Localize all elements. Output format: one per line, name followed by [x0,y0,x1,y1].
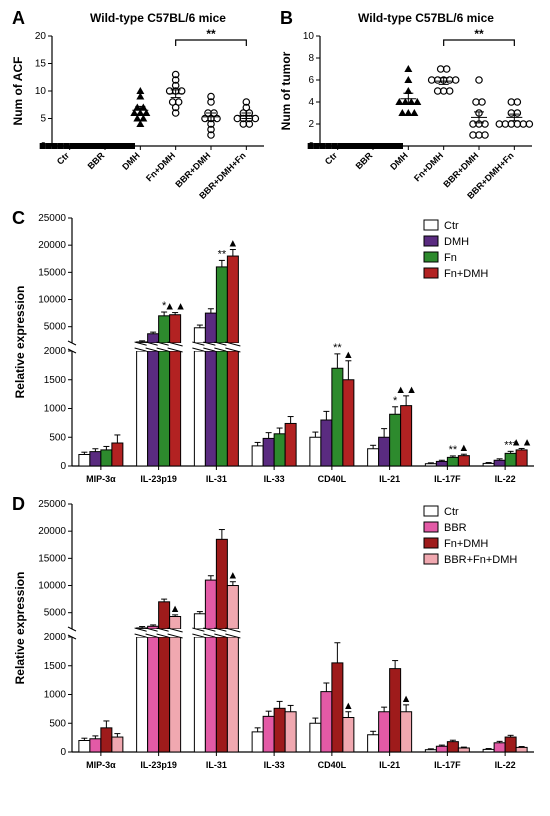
svg-text:**: ** [333,342,342,354]
svg-text:5000: 5000 [44,608,67,619]
svg-text:8: 8 [308,53,314,64]
panel-letter-c: C [12,208,25,229]
svg-text:2000: 2000 [44,346,67,357]
svg-text:▲: ▲ [170,603,181,615]
svg-text:▲▲: ▲▲ [511,436,533,448]
svg-text:500: 500 [49,718,66,729]
svg-text:1500: 1500 [44,661,67,672]
svg-text:Ctr: Ctr [55,150,72,167]
svg-text:**: ** [474,27,484,41]
panel-b: B Wild-type C57BL/6 mice0246810Num of tu… [276,8,542,204]
svg-text:10000: 10000 [38,581,66,592]
svg-text:25000: 25000 [38,213,66,224]
svg-text:IL-31: IL-31 [206,474,227,484]
svg-text:▲: ▲ [227,570,238,582]
svg-text:1500: 1500 [44,375,67,386]
svg-text:IL-22: IL-22 [495,760,516,770]
svg-text:IL-23p19: IL-23p19 [140,760,177,770]
svg-text:IL-33: IL-33 [264,474,285,484]
svg-text:Wild-type C57BL/6 mice: Wild-type C57BL/6 mice [358,11,494,25]
figure: A Wild-type C57BL/6 mice05101520Num of A… [0,0,550,780]
svg-text:20000: 20000 [38,526,66,537]
svg-text:20: 20 [35,31,47,42]
svg-text:**: ** [206,27,216,41]
panel-d: D 0 500 1000 1500 2000 5000 10000 15000 20000 250… [8,494,542,776]
svg-text:2: 2 [308,119,314,130]
svg-text:BBR: BBR [354,150,375,171]
svg-text:Fn+DMH: Fn+DMH [412,150,445,183]
svg-text:DMH: DMH [388,150,410,172]
svg-text:Relative expression: Relative expression [13,572,27,685]
svg-text:Fn: Fn [444,252,457,264]
svg-text:15000: 15000 [38,267,66,278]
svg-text:*: * [393,395,398,407]
svg-text:20000: 20000 [38,240,66,251]
svg-text:▲: ▲ [343,349,354,361]
svg-text:IL-17F: IL-17F [434,474,461,484]
svg-text:1000: 1000 [44,404,67,415]
svg-text:CD40L: CD40L [318,474,347,484]
svg-text:IL-21: IL-21 [379,474,400,484]
svg-text:BBR: BBR [444,522,467,534]
svg-text:IL-21: IL-21 [379,760,400,770]
svg-text:▲: ▲ [227,238,238,250]
svg-text:CD40L: CD40L [318,760,347,770]
svg-text:10000: 10000 [38,295,66,306]
svg-text:DMH: DMH [120,150,142,172]
svg-text:▲: ▲ [401,693,412,705]
svg-text:Ctr: Ctr [444,506,459,518]
svg-text:0: 0 [60,461,66,472]
svg-text:▲▲: ▲▲ [395,384,417,396]
svg-text:15: 15 [35,59,47,70]
svg-text:500: 500 [49,432,66,443]
svg-text:10: 10 [303,31,315,42]
svg-text:BBR: BBR [86,150,107,171]
svg-text:Ctr: Ctr [323,150,340,167]
svg-text:BBR+Fn+DMH: BBR+Fn+DMH [444,554,517,566]
svg-text:Wild-type C57BL/6 mice: Wild-type C57BL/6 mice [90,11,226,25]
svg-text:Num of tumor: Num of tumor [279,51,293,130]
svg-text:2000: 2000 [44,632,67,643]
svg-text:IL-22: IL-22 [495,474,516,484]
panel-letter-d: D [12,494,25,515]
svg-text:4: 4 [308,97,314,108]
svg-text:DMH: DMH [444,236,469,248]
svg-text:Fn+DMH: Fn+DMH [444,538,488,550]
svg-text:MIP-3α: MIP-3α [86,760,116,770]
panel-c: C 0 500 1000 1500 2000 5000 10000 15000 20000 250… [8,208,542,490]
svg-text:IL-17F: IL-17F [434,760,461,770]
svg-text:IL-31: IL-31 [206,760,227,770]
panel-letter-a: A [12,8,25,29]
svg-text:0: 0 [60,747,66,758]
svg-text:15000: 15000 [38,553,66,564]
svg-text:▲: ▲ [343,700,354,712]
svg-text:MIP-3α: MIP-3α [86,474,116,484]
svg-text:6: 6 [308,75,314,86]
svg-text:**: ** [449,444,458,456]
svg-text:Num of ACF: Num of ACF [11,57,25,126]
panel-letter-b: B [280,8,293,29]
svg-text:Fn+DMH: Fn+DMH [444,268,488,280]
panel-a: A Wild-type C57BL/6 mice05101520Num of A… [8,8,274,204]
svg-text:▲▲: ▲▲ [164,301,186,313]
svg-text:5000: 5000 [44,322,67,333]
svg-text:IL-23p19: IL-23p19 [140,474,177,484]
svg-text:Ctr: Ctr [444,220,459,232]
svg-text:**: ** [218,248,227,260]
svg-text:IL-33: IL-33 [264,760,285,770]
svg-text:1000: 1000 [44,690,67,701]
svg-text:25000: 25000 [38,499,66,510]
svg-text:Relative expression: Relative expression [13,286,27,399]
svg-text:▲: ▲ [458,442,469,454]
svg-text:10: 10 [35,86,47,97]
svg-text:5: 5 [40,114,46,125]
svg-text:Fn+DMH: Fn+DMH [144,150,177,183]
